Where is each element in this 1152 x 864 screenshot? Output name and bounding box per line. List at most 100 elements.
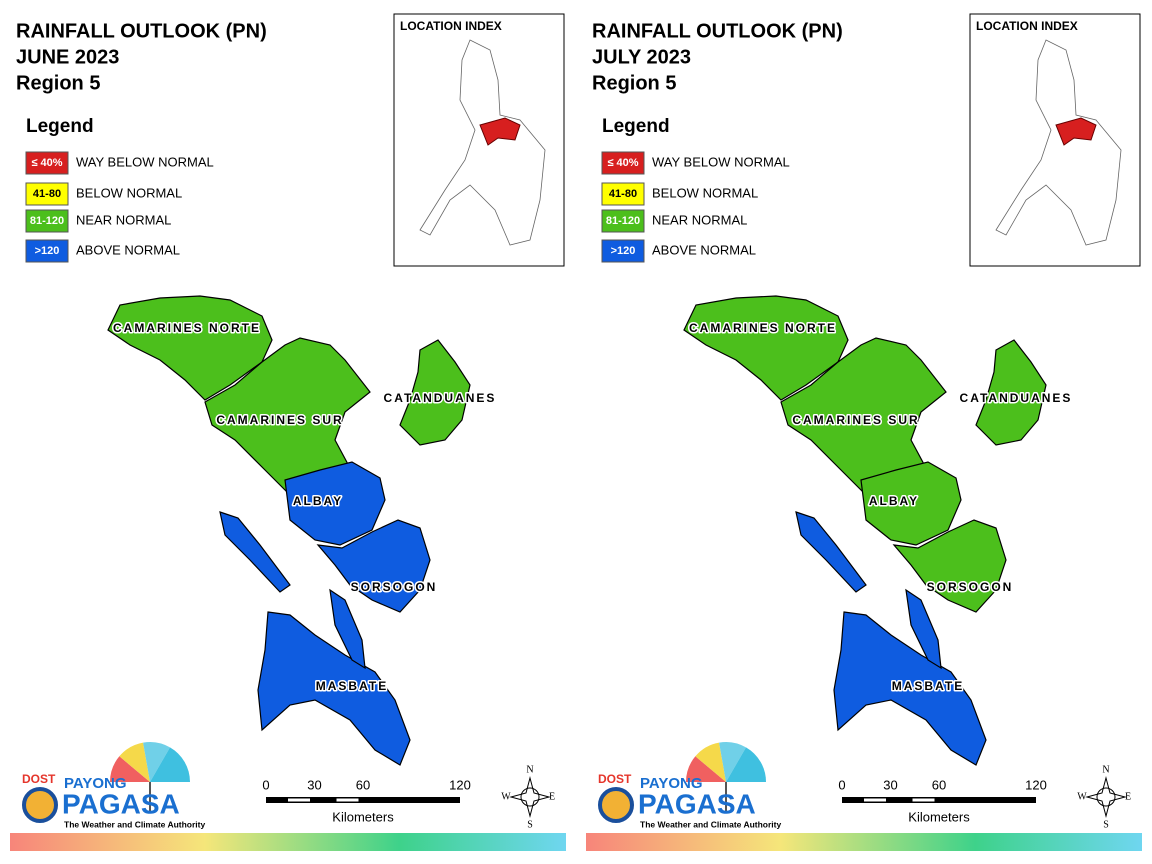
logo-seal [598,787,634,823]
legend-swatch [25,239,69,263]
footer-band [586,833,1142,851]
province-label: MASBATE [316,679,388,693]
legend-swatch [25,209,69,233]
scale-tick-label: 120 [449,777,471,792]
footer-band [10,833,566,851]
island-shape [795,511,867,593]
scale-bar-segment [864,798,886,802]
scale-bar-segment [288,798,310,802]
compass-letter: W [501,791,511,802]
legend-swatch [601,151,645,175]
logo-umbrella [143,742,170,782]
logo-umbrella [695,742,726,782]
compass-ring [520,787,540,807]
legend-swatch [601,182,645,206]
legend-label: NEAR NORMAL [76,212,171,227]
legend-label: ABOVE NORMAL [76,242,180,257]
province-shape [860,461,962,546]
province-label: ALBAY [293,494,343,508]
compass-letter: E [549,791,555,802]
logo-umbrella [110,756,150,782]
province-shape [892,519,1007,613]
legend-swatch-text: ≤ 40% [31,157,62,169]
compass-letter: E [1125,791,1131,802]
logo-tagline: The Weather and Climate Authority [640,819,781,829]
philippines-outline [995,39,1122,246]
panel: RAINFALL OUTLOOK (PN) JUNE 2023 Region 5 Le… [10,13,566,851]
title-line: JULY 2023 [592,46,691,68]
compass-rose [509,776,551,818]
province-label: SORSOGON [351,580,438,594]
island-shape [905,588,942,670]
compass-letter: W [1077,791,1087,802]
legend-swatch [601,239,645,263]
province-shape [257,611,411,766]
province-shape [204,337,371,496]
scale-bar [842,797,1036,803]
scale-tick-label: 0 [838,777,845,792]
title-line: Region 5 [592,72,676,94]
legend-label: WAY BELOW NORMAL [652,154,790,169]
province-shape [107,295,273,401]
legend-label: BELOW NORMAL [76,185,182,200]
legend-swatch-text: 81-120 [606,215,640,227]
logo-umbrella [150,747,190,782]
legend-label: BELOW NORMAL [652,185,758,200]
scale-tick-label: 120 [1025,777,1047,792]
province-label: CAMARINES NORTE [689,321,837,335]
island-shape [329,588,366,670]
compass-letter: S [527,819,533,830]
legend-title: Legend [602,116,670,137]
region-highlight [1055,117,1097,146]
title-line: RAINFALL OUTLOOK (PN) [592,20,843,42]
logo-pagasa: PAGASA [638,788,756,819]
province-label: MASBATE [892,679,964,693]
province-shape [975,339,1047,446]
compass-letter: N [526,764,533,775]
legend-title: Legend [26,116,94,137]
legend-label: NEAR NORMAL [652,212,747,227]
compass-letter: S [1103,819,1109,830]
scale-tick-label: 0 [262,777,269,792]
title-line: Region 5 [16,72,100,94]
province-shape [316,519,431,613]
legend-swatch-text: 81-120 [30,215,64,227]
province-label: CATANDUANES [960,391,1073,405]
logo-payong: PAYONG [640,775,703,792]
province-label: ALBAY [869,494,919,508]
legend-swatch-text: ≤ 40% [607,157,638,169]
province-label: CAMARINES SUR [216,413,343,427]
region-highlight [479,117,521,146]
island-shape [219,511,291,593]
legend-label: ABOVE NORMAL [652,242,756,257]
logo-umbrella [119,742,150,782]
legend-swatch [601,209,645,233]
logo-payong: PAYONG [64,775,127,792]
logo-dost: DOST [598,772,632,786]
scale-unit: Kilometers [908,809,970,824]
legend-swatch-text: >120 [611,245,636,257]
scale-bar [266,797,460,803]
legend-swatch-text: >120 [35,245,60,257]
logo-pagasa: PAGASA [62,788,180,819]
compass-rose [1085,776,1127,818]
scale-bar-segment [336,798,359,802]
legend-label: WAY BELOW NORMAL [76,154,214,169]
province-shape [284,461,386,546]
scale-tick-label: 30 [883,777,897,792]
philippines-outline [419,39,546,246]
location-index-title: LOCATION INDEX [976,19,1078,33]
province-label: CAMARINES NORTE [113,321,261,335]
legend-swatch-text: 41-80 [609,188,637,200]
province-shape [399,339,471,446]
logo-seal [22,787,58,823]
compass-letter: N [1102,764,1109,775]
province-shape [683,295,849,401]
title-line: JUNE 2023 [16,46,119,68]
legend-swatch-text: 41-80 [33,188,61,200]
logo-tagline: The Weather and Climate Authority [64,819,205,829]
compass-ring [1096,787,1116,807]
scale-tick-label: 60 [932,777,946,792]
scale-tick-label: 30 [307,777,321,792]
